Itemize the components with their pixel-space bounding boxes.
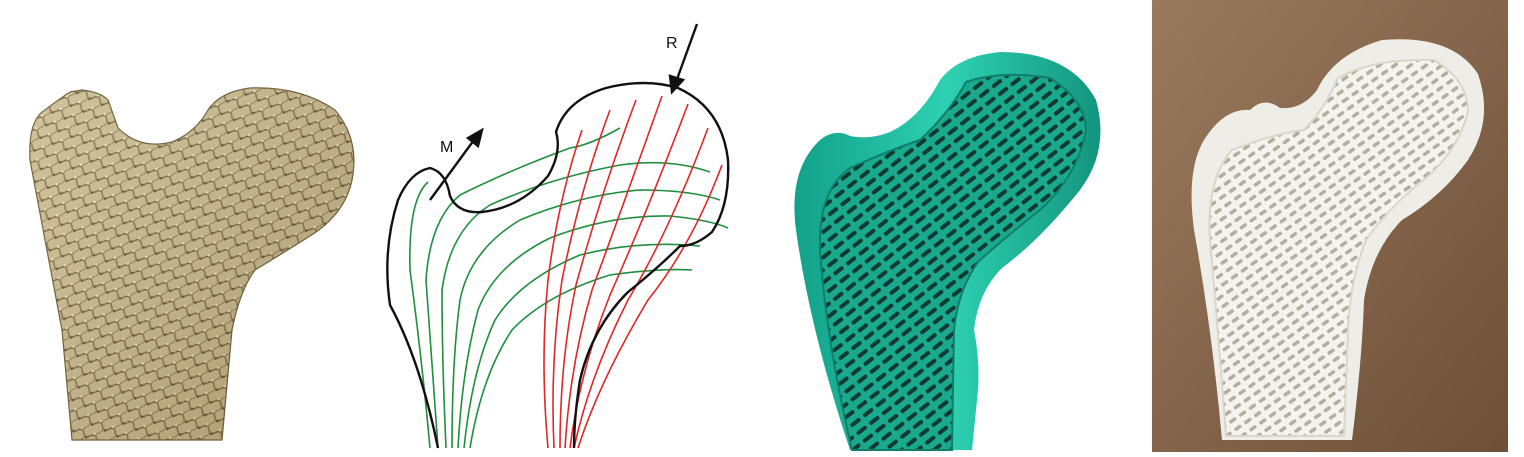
white-print-image <box>1152 0 1508 452</box>
tension-trajectories <box>409 127 729 449</box>
m-arrow <box>429 139 475 201</box>
r-label: R <box>666 35 678 52</box>
m-label: M <box>440 139 453 156</box>
bone-section-image <box>29 87 355 441</box>
bone-section-photo <box>0 0 370 457</box>
white-3d-print-photo <box>1152 0 1508 457</box>
r-arrow-head <box>668 74 686 95</box>
teal-3d-render <box>740 0 1140 457</box>
teal-render-image <box>794 52 1101 451</box>
m-arrow-head <box>465 127 484 149</box>
r-arrow <box>674 23 699 83</box>
lattice-core <box>818 73 1088 451</box>
compression-trajectories <box>543 95 723 449</box>
print-lattice <box>1208 58 1470 437</box>
bone-outline <box>386 81 730 449</box>
trajectory-diagram: M R <box>370 0 740 457</box>
trajectory-diagram-svg: M R <box>386 23 730 449</box>
